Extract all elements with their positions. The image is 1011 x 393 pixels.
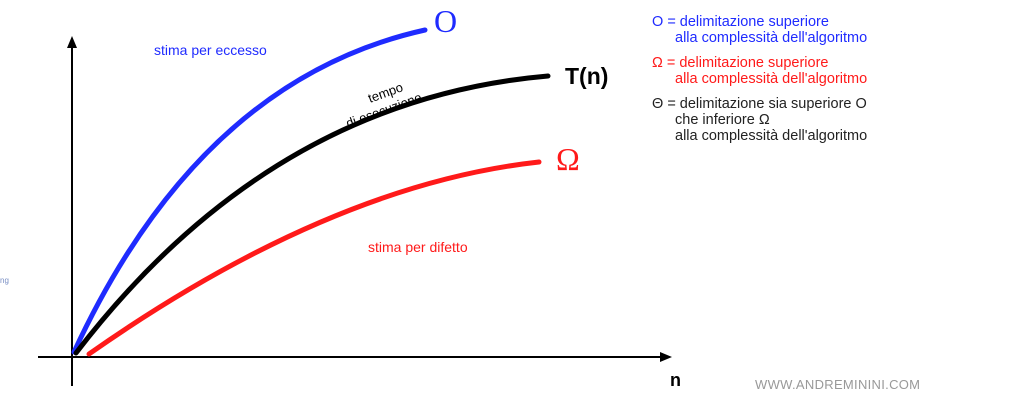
legend-theta-line1: = delimitazione sia superiore O — [667, 96, 867, 112]
legend-item-upper: O = delimitazione superiore alla comples… — [652, 14, 1002, 46]
y-axis-arrow-icon — [67, 36, 77, 48]
legend-item-lower: Ω = delimitazione superiore alla comples… — [652, 55, 1002, 87]
x-axis-label: n — [670, 370, 681, 390]
legend: O = delimitazione superiore alla comples… — [652, 14, 1002, 153]
legend-upper-symbol: O — [652, 14, 664, 30]
lower-bound-label: stima per difetto — [368, 239, 468, 255]
legend-lower-symbol: Ω — [652, 55, 663, 71]
legend-upper-line2: alla complessità dell'algoritmo — [675, 30, 868, 46]
legend-theta-symbol: Θ — [652, 96, 664, 112]
lower-bound-curve — [86, 159, 542, 357]
legend-upper-line1: = delimitazione superiore — [667, 14, 829, 30]
watermark: WWW.ANDREMININI.COM — [755, 377, 921, 392]
upper-bound-symbol: O — [434, 3, 457, 39]
lower-bound-symbol: Ω — [556, 141, 580, 177]
edge-text-fragment: ng — [0, 276, 9, 285]
legend-theta-line3: alla complessità dell'algoritmo — [675, 128, 868, 144]
legend-item-theta: Θ = delimitazione sia superiore O che in… — [652, 96, 1002, 144]
legend-theta-line2: che inferiore Ω — [675, 112, 770, 128]
legend-lower-line2: alla complessità dell'algoritmo — [675, 71, 868, 87]
upper-bound-curve — [71, 27, 428, 355]
execution-time-symbol: T(n) — [565, 63, 608, 89]
upper-bound-label: stima per eccesso — [154, 42, 267, 58]
x-axis-arrow-icon — [660, 352, 672, 362]
legend-lower-line1: = delimitazione superiore — [666, 55, 829, 71]
execution-time-curve — [73, 73, 551, 356]
